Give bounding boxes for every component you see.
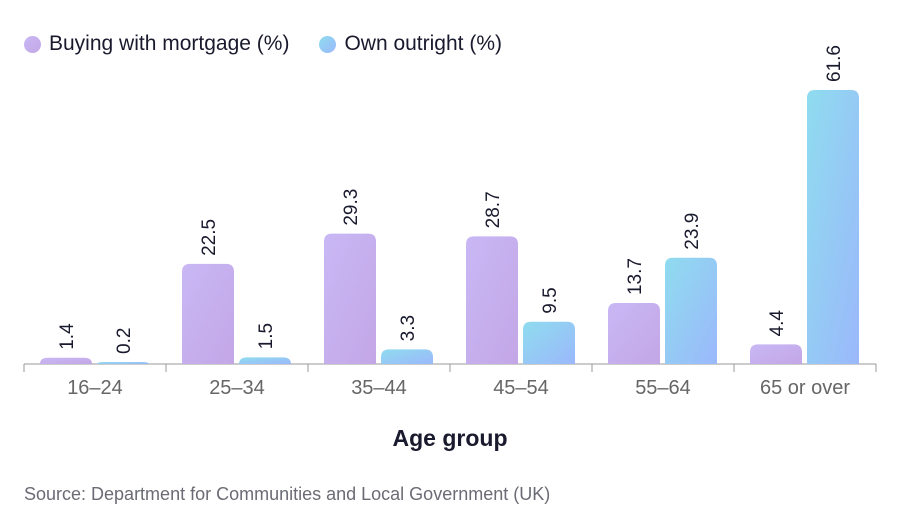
bar-mortgage — [466, 236, 518, 364]
data-label: 28.7 — [483, 191, 504, 228]
data-label: 1.5 — [256, 323, 277, 349]
bar-own-outright — [239, 357, 291, 364]
bar-own-outright — [381, 349, 433, 364]
bar-mortgage — [182, 263, 234, 364]
legend-item-outright: Own outright (%) — [319, 32, 502, 56]
x-tick-label: 45–54 — [493, 377, 549, 399]
bar-mortgage — [324, 233, 376, 364]
data-label: 61.6 — [824, 45, 845, 82]
data-label: 23.9 — [682, 213, 703, 250]
source-note: Source: Department for Communities and L… — [24, 484, 551, 504]
bar-chart: 16–24 1.4 0.2 25–34 22.5 1.5 35–44 29.3 3.3 45–54… — [23, 45, 877, 451]
x-tick-label: 35–44 — [351, 377, 407, 399]
x-axis-title: Age group — [393, 425, 508, 451]
data-label: 9.5 — [540, 287, 561, 313]
bar-mortgage — [750, 344, 802, 364]
data-label: 13.7 — [625, 258, 646, 295]
bar-own-outright — [97, 362, 149, 364]
legend-item-mortgage: Buying with mortgage (%) — [24, 32, 289, 56]
data-label: 0.2 — [114, 328, 135, 354]
legend-swatch-outright — [319, 35, 337, 53]
bar-mortgage — [40, 357, 92, 364]
bar-own-outright — [665, 257, 717, 364]
x-tick-label: 55–64 — [635, 377, 691, 399]
data-label: 3.3 — [398, 315, 419, 341]
legend-label-mortgage: Buying with mortgage (%) — [49, 32, 290, 55]
bar-mortgage — [608, 303, 660, 364]
legend: Buying with mortgage (%) Own outright (%… — [24, 32, 502, 56]
data-label: 4.4 — [767, 310, 788, 337]
data-label: 29.3 — [341, 189, 362, 226]
bar-own-outright — [523, 321, 575, 364]
bar-own-outright — [807, 90, 859, 364]
x-tick-label: 65 or over — [760, 377, 850, 399]
data-label: 1.4 — [57, 323, 78, 350]
data-label: 22.5 — [199, 219, 220, 256]
legend-label-outright: Own outright (%) — [344, 32, 502, 55]
x-tick-label: 25–34 — [209, 377, 265, 399]
x-tick-label: 16–24 — [67, 377, 123, 399]
legend-swatch-mortgage — [24, 35, 41, 53]
